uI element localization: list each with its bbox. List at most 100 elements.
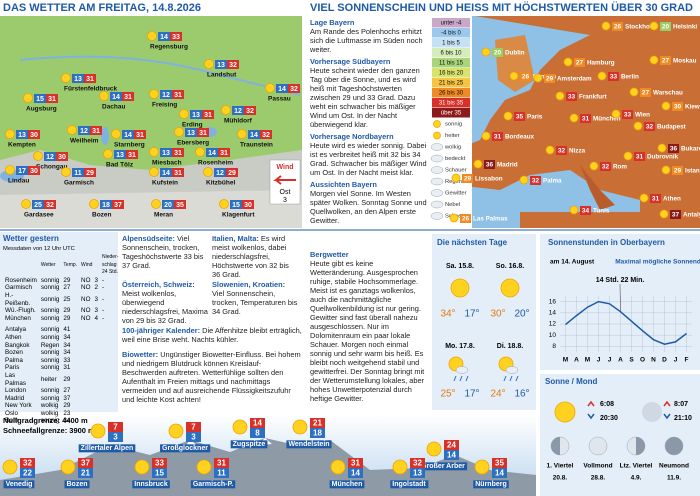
city-name: Helsinki	[673, 24, 697, 31]
sun-icon	[196, 459, 212, 475]
symbol-label: Gewitter	[445, 191, 467, 197]
day-min: 17°	[464, 389, 479, 400]
sun-icon	[2, 459, 18, 475]
max-temp: 31	[204, 112, 212, 119]
rise-arrow	[663, 400, 671, 407]
row: New York wolkig 29	[3, 402, 120, 410]
sun-icon	[649, 55, 659, 65]
sun-icon	[503, 111, 513, 121]
calendar-text: 100-jähriger Kalender: Die Affenhitze bl…	[122, 326, 302, 344]
city-temp: 33	[610, 74, 618, 81]
min-temp: 14	[112, 94, 120, 101]
row: Bangkok Regen 34	[3, 342, 120, 350]
sun-icon	[623, 151, 633, 161]
x-tick-label: J	[597, 357, 601, 364]
left-title: DAS WETTER AM FREITAG, 14.8.2026	[3, 2, 202, 14]
body-text: Es wird meist wolkenlos, dabei niedersch…	[212, 234, 289, 279]
sun-icon	[221, 105, 231, 115]
valley-name: Garmisch-P.	[193, 481, 233, 488]
min-temp: 13	[18, 132, 26, 139]
city-temp: 35	[516, 114, 524, 121]
max-temp: 32	[290, 86, 298, 93]
min-temp: 13	[217, 62, 225, 69]
min-temp: 14	[278, 86, 286, 93]
min-box	[276, 84, 288, 93]
city-name: Rosenheim	[198, 160, 233, 167]
max-box	[108, 422, 123, 432]
cell: sonnig	[40, 364, 60, 372]
min-box	[78, 468, 93, 478]
sun-icon	[203, 167, 213, 177]
city-temp: 29	[546, 76, 554, 83]
phase-date: 20.8.	[553, 475, 568, 482]
cell: sonnig	[40, 333, 60, 341]
neighbor-text: Slowenien, Kroatien: Viel Sonnenschein, …	[212, 280, 298, 316]
sun-icon	[237, 129, 247, 139]
max-temp: 7	[113, 423, 118, 432]
city-name: Kiew	[685, 104, 700, 111]
row: Rom sonnig 34	[3, 417, 120, 425]
city-name: Kempten	[8, 142, 36, 149]
snow-line: Schneefallgrenze: 3900 m	[3, 426, 95, 435]
cloud-icon	[430, 177, 444, 186]
name-box	[230, 440, 268, 449]
min-box	[185, 128, 197, 137]
sun-icon	[168, 423, 184, 439]
cell: 29	[63, 402, 71, 410]
sun-icon	[661, 101, 671, 111]
sun-icon	[589, 161, 599, 171]
name-box	[390, 480, 429, 489]
sun-icon	[149, 147, 159, 157]
x-tick-label: J	[674, 357, 678, 364]
cell: 4	[94, 314, 99, 322]
cell: sonnig	[40, 295, 60, 303]
heading: Alpensüdseite:	[122, 234, 175, 243]
min-temp: 14	[495, 469, 504, 478]
cell: Palma	[5, 356, 23, 364]
sun-icon	[151, 199, 161, 209]
min-temp: 18	[102, 202, 110, 209]
city-name: Dublin	[505, 50, 525, 57]
city-name: Moskau	[673, 58, 697, 65]
yesterday-bg	[0, 232, 118, 412]
x-tick-label: M	[563, 357, 568, 364]
cell: wolkig	[40, 409, 59, 417]
sun-icon	[99, 91, 109, 101]
max-box	[122, 92, 134, 101]
cell: Garmisch	[5, 284, 32, 292]
temp-box	[600, 162, 611, 171]
body-text: Viel Sonnenschein, trocken, Temperaturen…	[212, 289, 298, 316]
min-temp: 12	[80, 128, 88, 135]
min-temp: 20	[164, 202, 172, 209]
city-name: Schongau	[36, 164, 67, 171]
sun-icon	[111, 129, 121, 139]
city-temp: 33	[568, 94, 576, 101]
name-box	[473, 480, 509, 489]
temp-box	[514, 112, 525, 121]
min-box	[230, 200, 242, 209]
city-name: Landshut	[207, 72, 237, 79]
day-date: Mo. 17.8.	[445, 343, 475, 350]
city-name: Budapest	[657, 124, 687, 131]
max-temp: 14	[253, 419, 262, 428]
sun-icon	[449, 213, 459, 223]
cell: -	[102, 295, 105, 303]
min-temp: 21	[81, 469, 90, 478]
max-temp: 31	[351, 459, 360, 468]
forecast-text: Vorhersage Südbayern Heute scheint wieder…	[310, 57, 428, 129]
temp-box	[608, 72, 619, 81]
cell: sonnig	[40, 307, 60, 315]
cell: -	[102, 314, 105, 322]
column-header: Wetter	[40, 261, 56, 268]
min-temp: 17	[18, 168, 26, 175]
min-temp: 25	[34, 202, 42, 209]
next-days-title: Die nächsten Tage	[437, 238, 508, 247]
city-temp: 29	[464, 176, 472, 183]
day-max: 30°	[490, 309, 505, 320]
temp-box	[460, 214, 471, 223]
city-temp: 27	[662, 58, 670, 65]
sun-icon	[147, 31, 157, 41]
min-box	[248, 130, 260, 139]
temp-box	[644, 122, 655, 131]
city-name: Kitzbühel	[206, 180, 235, 187]
